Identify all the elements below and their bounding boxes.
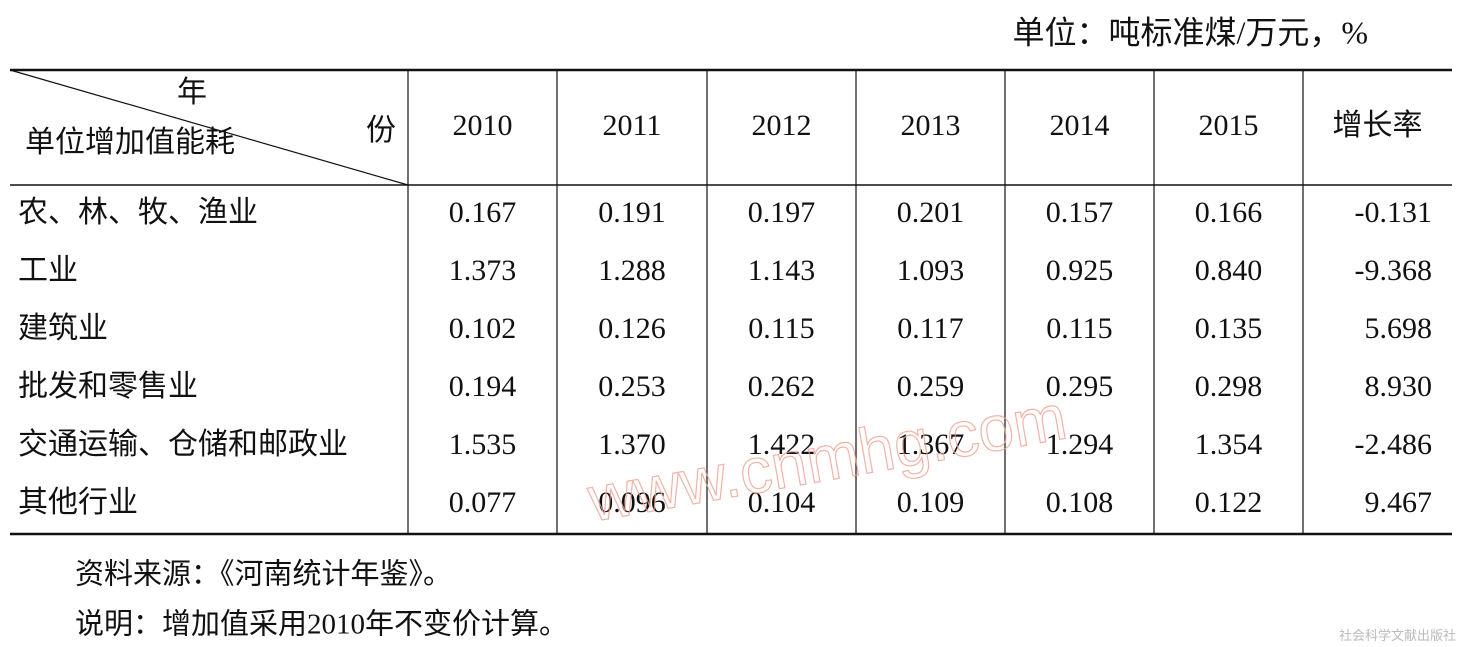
unit-note: 单位：吨标准煤/万元，% bbox=[1012, 14, 1368, 50]
value-cell: 0.197 bbox=[748, 196, 816, 229]
row-label: 建筑业 bbox=[18, 312, 108, 345]
value-cell: 0.253 bbox=[598, 370, 666, 403]
footnote: 资料来源：《河南统计年鉴》。 bbox=[75, 558, 452, 591]
value-cell: 0.096 bbox=[598, 486, 666, 519]
value-cell: 0.262 bbox=[748, 370, 816, 403]
value-cell: 0.166 bbox=[1195, 196, 1263, 229]
value-cell: 1.143 bbox=[748, 254, 816, 287]
growth-cell: 8.930 bbox=[1365, 370, 1433, 403]
column-header: 2014 bbox=[1050, 109, 1110, 142]
corner-indicator: 单位增加值能耗 bbox=[25, 126, 235, 159]
value-cell: 0.135 bbox=[1195, 312, 1263, 345]
footnote: 说明：增加值采用2010年不变价计算。 bbox=[75, 608, 568, 641]
value-cell: 0.117 bbox=[897, 312, 963, 345]
value-cell: 0.191 bbox=[598, 196, 666, 229]
row-label: 批发和零售业 bbox=[18, 370, 198, 403]
growth-cell: 9.467 bbox=[1365, 486, 1433, 519]
value-cell: 1.093 bbox=[897, 254, 965, 287]
growth-cell: -0.131 bbox=[1355, 196, 1433, 229]
corner-part: 份 bbox=[366, 114, 396, 147]
row-label: 交通运输、仓储和邮政业 bbox=[18, 428, 348, 461]
value-cell: 0.157 bbox=[1046, 196, 1114, 229]
column-header: 增长率 bbox=[1333, 109, 1423, 142]
value-cell: 1.367 bbox=[897, 428, 965, 461]
growth-cell: -2.486 bbox=[1355, 428, 1433, 461]
value-cell: 1.294 bbox=[1046, 428, 1114, 461]
value-cell: 0.115 bbox=[1046, 312, 1112, 345]
value-cell: 1.370 bbox=[598, 428, 666, 461]
value-cell: 0.115 bbox=[748, 312, 814, 345]
value-cell: 0.126 bbox=[598, 312, 666, 345]
value-cell: 0.108 bbox=[1046, 486, 1114, 519]
value-cell: 0.122 bbox=[1195, 486, 1263, 519]
column-header: 2015 bbox=[1199, 109, 1259, 142]
row-label: 农、林、牧、渔业 bbox=[18, 196, 258, 229]
value-cell: 0.259 bbox=[897, 370, 965, 403]
corner-diagonal bbox=[9, 69, 409, 186]
column-header: 2013 bbox=[901, 109, 961, 142]
value-cell: 0.201 bbox=[897, 196, 965, 229]
growth-cell: -9.368 bbox=[1355, 254, 1433, 287]
growth-cell: 5.698 bbox=[1365, 312, 1433, 345]
value-cell: 1.288 bbox=[598, 254, 666, 287]
value-cell: 0.104 bbox=[748, 486, 816, 519]
value-cell: 0.102 bbox=[449, 312, 517, 345]
column-header: 2012 bbox=[752, 109, 812, 142]
value-cell: 1.354 bbox=[1195, 428, 1263, 461]
value-cell: 0.925 bbox=[1046, 254, 1114, 287]
value-cell: 0.109 bbox=[897, 486, 965, 519]
value-cell: 1.535 bbox=[449, 428, 517, 461]
publisher-mark: 社会科学文献出版社 bbox=[1339, 628, 1456, 643]
row-label: 工业 bbox=[18, 254, 78, 287]
value-cell: 0.194 bbox=[449, 370, 517, 403]
value-cell: 0.077 bbox=[449, 486, 517, 519]
column-header: 2011 bbox=[603, 109, 662, 142]
corner-year: 年 bbox=[177, 76, 207, 109]
value-cell: 0.167 bbox=[449, 196, 517, 229]
column-header: 2010 bbox=[453, 109, 513, 142]
row-label: 其他行业 bbox=[18, 486, 138, 519]
value-cell: 0.840 bbox=[1195, 254, 1263, 287]
value-cell: 1.373 bbox=[449, 254, 517, 287]
watermark: www.cnmhg.com bbox=[582, 381, 1072, 536]
value-cell: 0.295 bbox=[1046, 370, 1114, 403]
value-cell: 1.422 bbox=[748, 428, 816, 461]
value-cell: 0.298 bbox=[1195, 370, 1263, 403]
